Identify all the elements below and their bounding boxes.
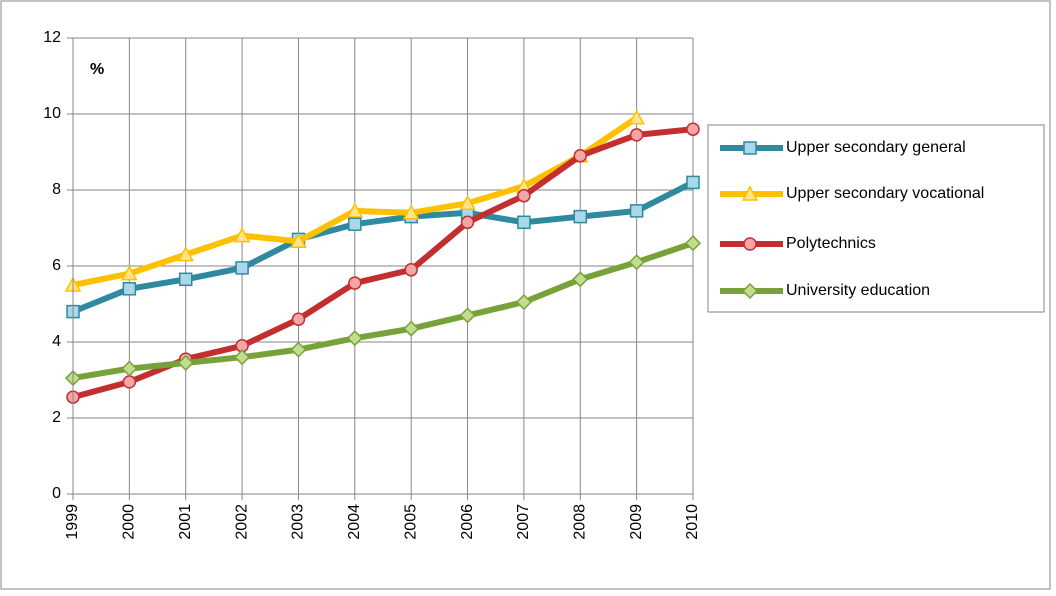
data-point (177, 246, 194, 262)
series-line (72, 240, 694, 382)
data-point (122, 375, 137, 389)
legend-label: Upper secondary vocational (786, 185, 984, 202)
legend-marker (741, 282, 759, 300)
legend-marker (741, 185, 759, 201)
y-tick-label: 6 (52, 257, 61, 274)
x-tick-label: 2009 (628, 504, 645, 540)
data-point (684, 235, 702, 252)
data-point (515, 294, 532, 311)
data-point (628, 254, 645, 271)
x-tick-label: 2005 (402, 504, 419, 540)
legend-label: Upper secondary general (786, 139, 966, 156)
y-tick-label: 12 (43, 29, 61, 46)
data-point (459, 307, 476, 324)
y-tick-label: 10 (43, 105, 61, 122)
data-point (348, 217, 362, 231)
data-point (403, 320, 420, 337)
data-point (121, 360, 138, 377)
data-point (460, 215, 475, 230)
data-point (121, 265, 138, 281)
x-tick-label: 2004 (346, 504, 363, 540)
x-tick-label: 1999 (64, 504, 81, 540)
legend-label: University education (786, 282, 930, 299)
data-point (346, 330, 363, 347)
x-tick-label: 2003 (290, 504, 307, 540)
data-point (629, 204, 644, 218)
data-point (517, 215, 531, 230)
data-point (573, 149, 588, 163)
data-point (459, 194, 476, 211)
y-unit-label: % (90, 61, 104, 78)
data-point (178, 272, 193, 287)
data-point (629, 128, 644, 142)
y-tick-label: 8 (52, 181, 61, 198)
data-point (686, 175, 700, 190)
y-tick-label: 0 (52, 485, 61, 502)
series-line (71, 179, 695, 315)
y-tick-label: 4 (52, 333, 61, 350)
data-point (235, 261, 249, 275)
data-point (233, 227, 251, 243)
data-point (628, 109, 645, 125)
legend-label: Polytechnics (786, 235, 876, 252)
x-tick-label: 2007 (515, 504, 532, 540)
data-point (290, 341, 307, 358)
data-point (686, 122, 700, 136)
data-point (291, 312, 306, 326)
legend-box (707, 124, 1045, 313)
data-point (348, 276, 362, 290)
x-tick-label: 2008 (571, 504, 588, 540)
legend-marker (743, 141, 757, 155)
data-point (234, 349, 251, 366)
x-tick-label: 2006 (459, 504, 476, 540)
data-point (572, 271, 589, 288)
x-tick-label: 2001 (177, 504, 194, 540)
x-tick-label: 2000 (121, 504, 138, 540)
data-point (404, 263, 418, 277)
data-point (290, 232, 307, 249)
legend-marker (743, 237, 757, 251)
data-point (573, 209, 588, 224)
y-tick-label: 2 (52, 409, 61, 426)
data-point (177, 354, 194, 371)
x-tick-label: 2010 (684, 504, 701, 540)
data-point (122, 282, 137, 296)
data-point (517, 188, 531, 203)
x-tick-label: 2002 (233, 504, 250, 540)
data-point (402, 204, 420, 220)
data-point (346, 202, 364, 218)
